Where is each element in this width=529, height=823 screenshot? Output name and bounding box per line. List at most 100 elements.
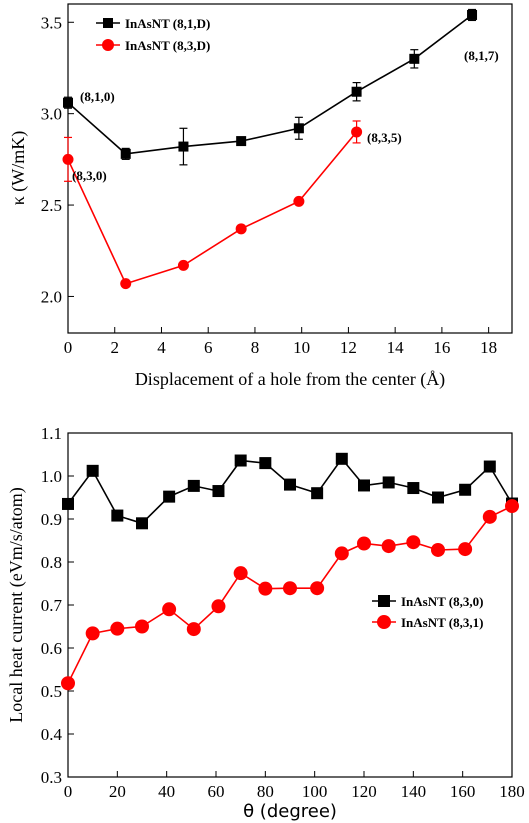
data-point-circle [233,566,248,581]
data-point-square [236,136,247,147]
x-tick-label: 80 [257,782,274,801]
data-point-square [234,454,247,467]
data-point-circle [310,581,325,596]
x-tick-label: 14 [387,338,405,357]
data-point-square [187,479,200,492]
x-tick-label: 18 [480,338,497,357]
data-point-square [86,464,99,477]
data-point-square [407,482,420,495]
data-point-square [311,487,324,500]
y-tick-label: 0.7 [41,596,63,615]
y-axis-title: Local heat current (eVm/s/atom) [6,487,27,722]
local-heat-current-chart: 0 20 40 60 80 100 120 140 160 180 0.3 0.4 0.5 0.6 0.7 0… [6,424,525,822]
data-point-circle [62,153,74,165]
annotation-8-1-0: (8,1,0) [80,89,115,104]
data-point-circle [334,546,349,561]
x-tick-label: 40 [158,782,175,801]
x-tick-label: 160 [450,782,476,801]
x-tick-label: 12 [340,338,357,357]
data-point-circle [293,195,305,207]
x-tick-label: 2 [110,338,119,357]
data-point-circle [505,499,519,514]
data-point-square [259,457,272,470]
data-point-circle [406,535,421,550]
data-point-circle [135,619,149,634]
annotation-8-1-7: (8,1,7) [464,48,499,63]
data-point-square [335,452,348,465]
y-tick-label: 0.9 [41,510,62,529]
data-point-square [136,517,148,530]
y-tick-label: 3.5 [41,13,62,32]
data-point-circle [177,259,189,271]
data-point-square [293,123,304,134]
y-tick-label: 0.6 [41,639,62,658]
data-point-square [459,483,472,496]
data-point-circle [235,223,247,235]
data-point-circle [381,539,396,554]
data-point-square [382,476,395,489]
data-point-square [351,86,362,97]
data-point-circle [482,509,497,524]
legend-label-8-3-d: InAsNT (8,3,D) [125,38,210,53]
y-tick-label: 1.0 [41,467,62,486]
y-tick-label: 0.3 [41,768,62,787]
x-tick-label: 16 [433,338,450,357]
y-axis-title: κ (W/mK) [8,131,29,206]
data-point-square [467,9,478,20]
x-tick-label: 6 [204,338,213,357]
legend-marker-circle [102,39,114,51]
y-tick-label: 0.8 [41,553,62,572]
data-point-circle [351,126,363,138]
legend-label-8-3-1: InAsNT (8,3,1) [401,615,483,630]
y-tick-label: 3.0 [41,105,62,124]
x-tick-label: 8 [251,338,260,357]
data-point-square [163,490,176,503]
data-point-circle [431,542,445,557]
data-point-circle [357,536,371,551]
data-point-square [212,485,225,498]
x-tick-label: 4 [157,338,166,357]
data-point-circle [85,626,100,641]
x-tick-label: 100 [302,782,328,801]
data-point-square [62,497,74,510]
x-axis-title: θ (degree) [243,801,337,822]
data-point-circle [110,621,125,636]
y-tick-label: 2.5 [41,196,62,215]
legend-marker-circle [377,615,391,629]
legend-marker-square [378,595,390,607]
data-point-square [432,491,444,504]
data-point-circle [162,602,177,617]
series-line-0 [67,14,473,155]
series-line-0 [67,457,513,525]
data-point-square [111,509,124,522]
legend-label-8-3-0: InAsNT (8,3,0) [401,594,483,609]
series-line-1 [67,131,358,285]
data-point-square [120,148,131,159]
x-tick-label: 10 [293,338,310,357]
y-tick-label: 1.1 [41,424,62,443]
x-tick-label: 20 [109,782,126,801]
data-point-circle [258,581,273,596]
data-point-circle [458,542,473,557]
data-point-circle [120,278,132,290]
thermal-conductivity-chart: 0 2 4 6 8 10 12 14 16 18 2.0 2.5 3.0 3.5 InAsNT (8,1,… [8,3,513,390]
annotation-8-3-0: (8,3,0) [72,168,107,183]
x-tick-label: 60 [208,782,225,801]
data-point-square [178,141,189,152]
x-tick-label: 140 [401,782,427,801]
data-point-circle [211,599,226,614]
data-point-square [483,460,496,473]
plot-frame [67,3,513,334]
x-tick-label: 0 [64,782,73,801]
annotation-8-3-5: (8,3,5) [367,130,402,145]
y-tick-label: 0.5 [41,682,62,701]
y-tick-label: 2.0 [41,287,62,306]
x-tick-label: 180 [499,782,525,801]
y-tick-label: 0.4 [41,725,63,744]
x-tick-label: 0 [64,338,73,357]
legend-label-8-1-d: InAsNT (8,1,D) [125,16,210,31]
data-point-circle [61,676,75,691]
data-point-square [409,53,420,64]
data-point-square [358,479,370,492]
data-point-square [63,97,73,108]
